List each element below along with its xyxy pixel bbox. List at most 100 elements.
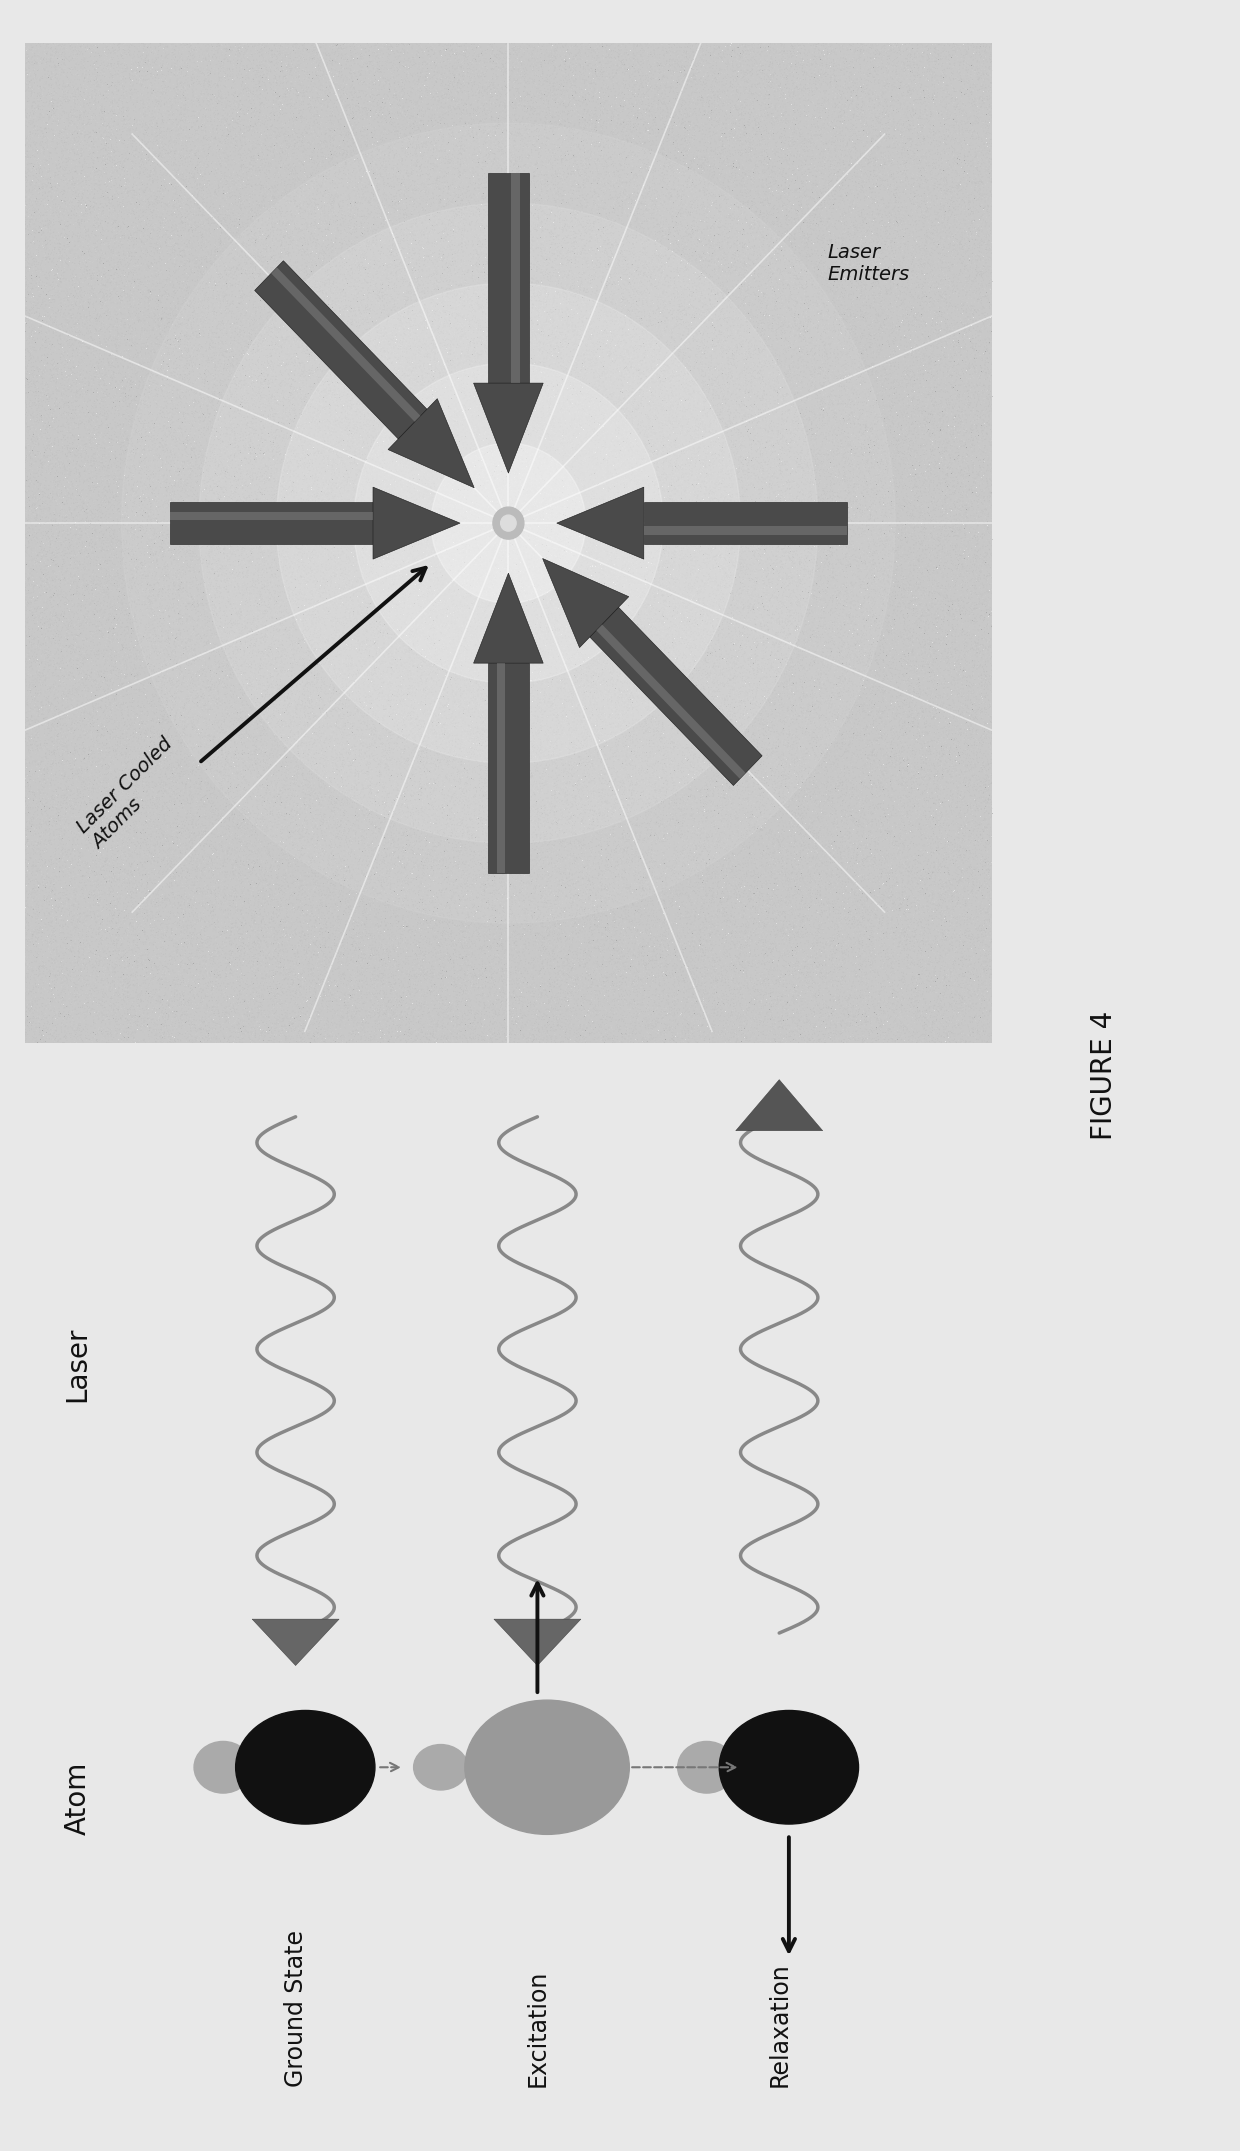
Point <box>26 267 46 301</box>
Point <box>87 525 107 559</box>
Point <box>851 359 870 394</box>
Point <box>201 262 221 297</box>
Point <box>627 424 647 458</box>
Point <box>534 925 554 959</box>
Point <box>932 512 952 546</box>
Point <box>861 792 880 826</box>
Point <box>639 643 658 678</box>
Point <box>164 428 184 462</box>
Point <box>795 675 815 710</box>
Point <box>706 652 725 686</box>
Point <box>319 86 339 120</box>
Point <box>480 630 500 665</box>
Point <box>591 452 611 486</box>
Point <box>233 198 253 232</box>
Point <box>552 493 572 527</box>
Point <box>274 452 294 486</box>
Point <box>882 906 901 940</box>
Point <box>820 789 839 824</box>
Point <box>92 127 112 161</box>
Point <box>583 267 603 301</box>
Point <box>360 447 379 482</box>
Point <box>294 871 314 906</box>
Point <box>663 495 683 529</box>
Point <box>529 572 549 607</box>
Point <box>104 439 124 473</box>
Point <box>130 222 150 256</box>
Point <box>179 981 198 1015</box>
Point <box>758 994 777 1028</box>
Point <box>680 148 699 183</box>
Point <box>255 452 275 486</box>
Point <box>357 273 377 308</box>
Point <box>401 660 420 695</box>
Point <box>361 245 381 280</box>
Point <box>962 417 982 452</box>
Point <box>702 297 722 331</box>
Point <box>842 155 862 189</box>
Point <box>794 600 813 635</box>
Point <box>363 234 383 269</box>
Point <box>355 647 374 682</box>
Point <box>536 602 556 637</box>
Point <box>66 232 86 267</box>
Point <box>863 897 883 931</box>
Point <box>580 613 600 647</box>
Point <box>729 632 749 667</box>
Point <box>582 598 601 632</box>
Point <box>950 639 970 673</box>
Point <box>894 256 914 290</box>
Point <box>629 478 649 512</box>
Point <box>970 374 990 409</box>
Point <box>238 802 258 837</box>
Point <box>62 183 82 217</box>
Point <box>970 353 990 387</box>
Point <box>321 867 341 901</box>
Point <box>717 409 737 443</box>
Point <box>420 974 440 1009</box>
Point <box>403 733 423 768</box>
Point <box>897 665 916 699</box>
Point <box>348 923 368 957</box>
Point <box>522 974 542 1009</box>
Point <box>507 602 527 637</box>
Point <box>921 923 941 957</box>
Point <box>596 701 616 736</box>
Point <box>600 508 620 542</box>
Point <box>520 176 539 211</box>
Point <box>170 293 190 327</box>
Point <box>263 807 283 841</box>
Point <box>119 942 139 977</box>
Point <box>330 828 350 863</box>
Point <box>713 441 733 475</box>
Point <box>263 533 283 568</box>
Point <box>515 75 534 110</box>
Point <box>753 196 773 230</box>
Point <box>857 71 877 105</box>
Point <box>451 607 471 641</box>
Point <box>892 574 911 609</box>
Point <box>548 286 568 320</box>
Point <box>799 299 818 333</box>
Point <box>908 222 928 256</box>
Point <box>706 168 725 202</box>
Point <box>314 979 334 1013</box>
Point <box>944 587 963 622</box>
Point <box>164 987 184 1022</box>
Point <box>698 675 718 710</box>
Point <box>804 852 823 886</box>
Point <box>227 234 247 269</box>
Point <box>629 598 649 632</box>
Point <box>358 931 378 966</box>
Point <box>148 198 167 232</box>
Point <box>394 161 414 196</box>
Point <box>516 213 536 247</box>
Point <box>365 353 384 387</box>
Point <box>818 727 838 761</box>
Point <box>784 284 804 318</box>
Point <box>104 925 124 959</box>
Point <box>185 589 205 624</box>
Point <box>779 308 799 342</box>
Point <box>336 484 356 518</box>
Point <box>868 658 888 693</box>
